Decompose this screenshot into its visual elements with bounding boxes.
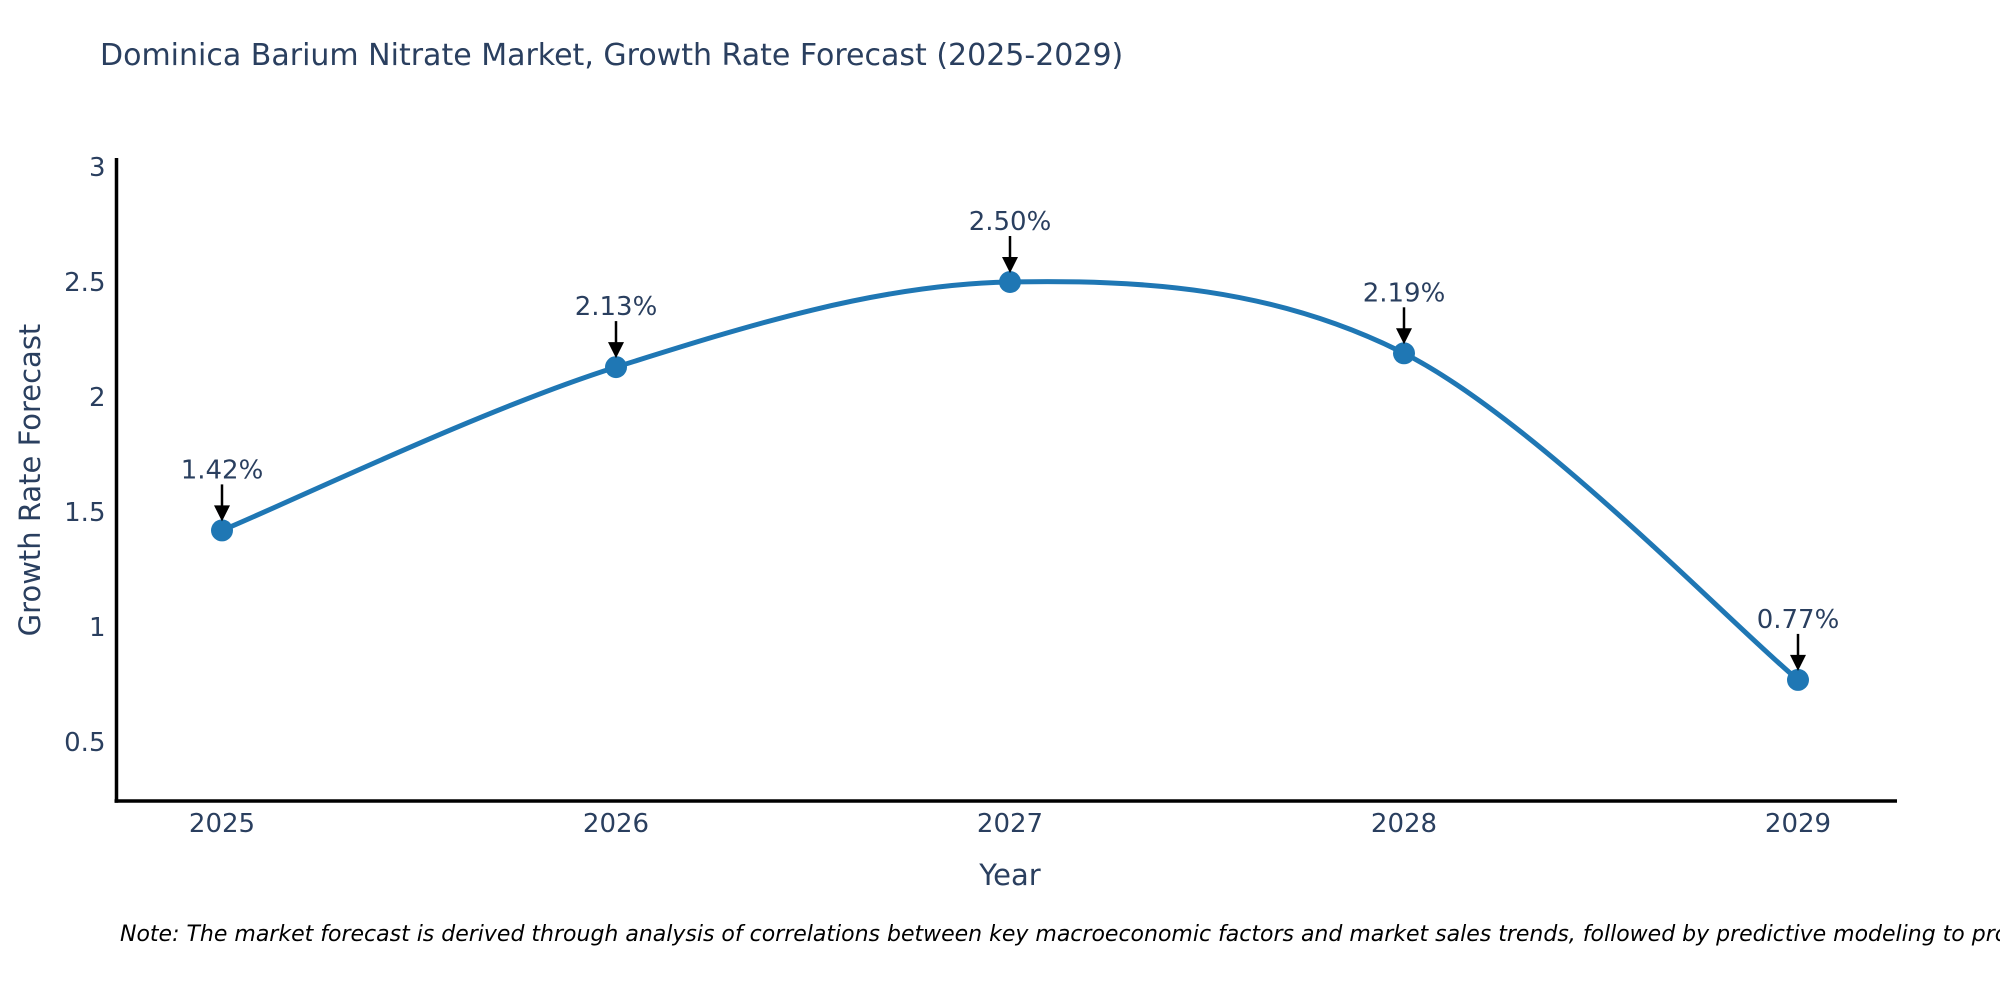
annotation-arrowhead: [214, 505, 230, 522]
forecast-line: [219, 279, 1801, 683]
data-point: [605, 356, 627, 379]
data-point: [1393, 342, 1415, 365]
x-tick-label: 2029: [1765, 809, 1831, 839]
data-point: [1787, 668, 1809, 691]
annotation-arrowhead: [608, 342, 624, 359]
y-tick-label: 2: [89, 383, 106, 413]
y-tick-label: 3: [89, 153, 106, 183]
annotation-label: 1.42%: [181, 455, 264, 485]
y-tick-label: 2.5: [64, 268, 105, 298]
y-tick-label: 0.5: [64, 728, 105, 758]
annotation-label: 2.50%: [969, 207, 1052, 237]
x-tick-label: 2025: [189, 809, 255, 839]
y-tick-label: 1.5: [64, 498, 105, 528]
annotation-label: 2.19%: [1363, 278, 1446, 308]
x-tick-label: 2026: [583, 809, 649, 839]
chart-title: Dominica Barium Nitrate Market, Growth R…: [100, 38, 1124, 73]
footnote: Note: The market forecast is derived thr…: [120, 922, 2000, 947]
x-tick-label: 2028: [1371, 809, 1437, 839]
data-point: [999, 271, 1021, 293]
annotation-label: 0.77%: [1757, 605, 1840, 635]
annotation-arrowhead: [1790, 654, 1806, 671]
x-axis-title: Year: [979, 858, 1041, 892]
annotation-label: 2.13%: [575, 292, 658, 322]
data-point: [211, 519, 233, 542]
y-tick-label: 1: [89, 613, 106, 643]
x-tick-label: 2027: [977, 809, 1043, 839]
annotation-arrowhead: [1002, 257, 1018, 273]
annotation-arrowhead: [1396, 328, 1412, 345]
